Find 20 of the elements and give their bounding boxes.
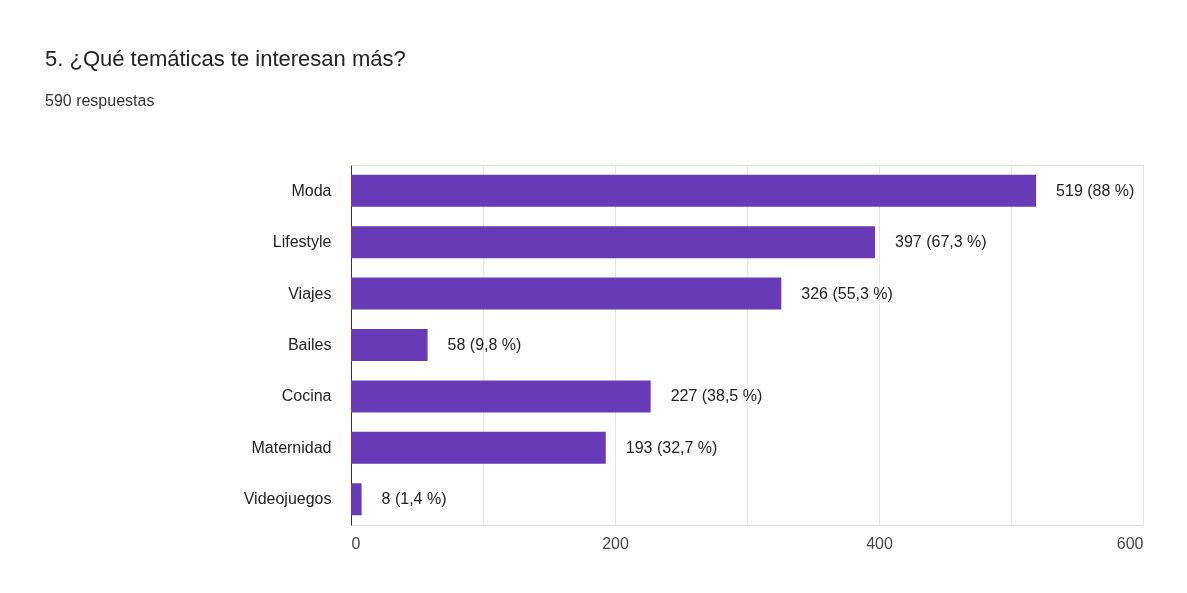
text: 590 respuestas — [45, 92, 155, 109]
y-tick-label: Moda — [291, 181, 332, 199]
y-tick-label: Bailes — [287, 336, 332, 353]
x-tick-label: 400 — [866, 534, 893, 552]
data-label: 397 (67,3 %) — [895, 233, 987, 251]
data-label: 58 (9,8 %) — [447, 336, 522, 353]
data-label: 326 (55,3 %) — [801, 284, 893, 302]
y-tick-label: Maternidad — [251, 438, 332, 456]
y-tick-label: Cocina — [281, 387, 332, 405]
data-label: 519 (88 %) — [1056, 181, 1135, 199]
x-tick-label: 0 — [351, 534, 361, 552]
y-tick-label: Videojuegos — [243, 490, 332, 508]
x-tick-label: 600 — [1116, 534, 1144, 552]
chart-title: 5. ¿Qué temáticas te interesan más? — [45, 46, 406, 71]
y-tick-label: Lifestyle — [272, 233, 332, 251]
data-label: 227 (38,5 %) — [670, 387, 763, 405]
data-label: 193 (32,7 %) — [625, 438, 718, 456]
y-tick-label: Viajes — [288, 284, 332, 302]
x-tick-label: 200 — [602, 534, 629, 552]
data-label: 8 (1,4 %) — [381, 490, 447, 508]
